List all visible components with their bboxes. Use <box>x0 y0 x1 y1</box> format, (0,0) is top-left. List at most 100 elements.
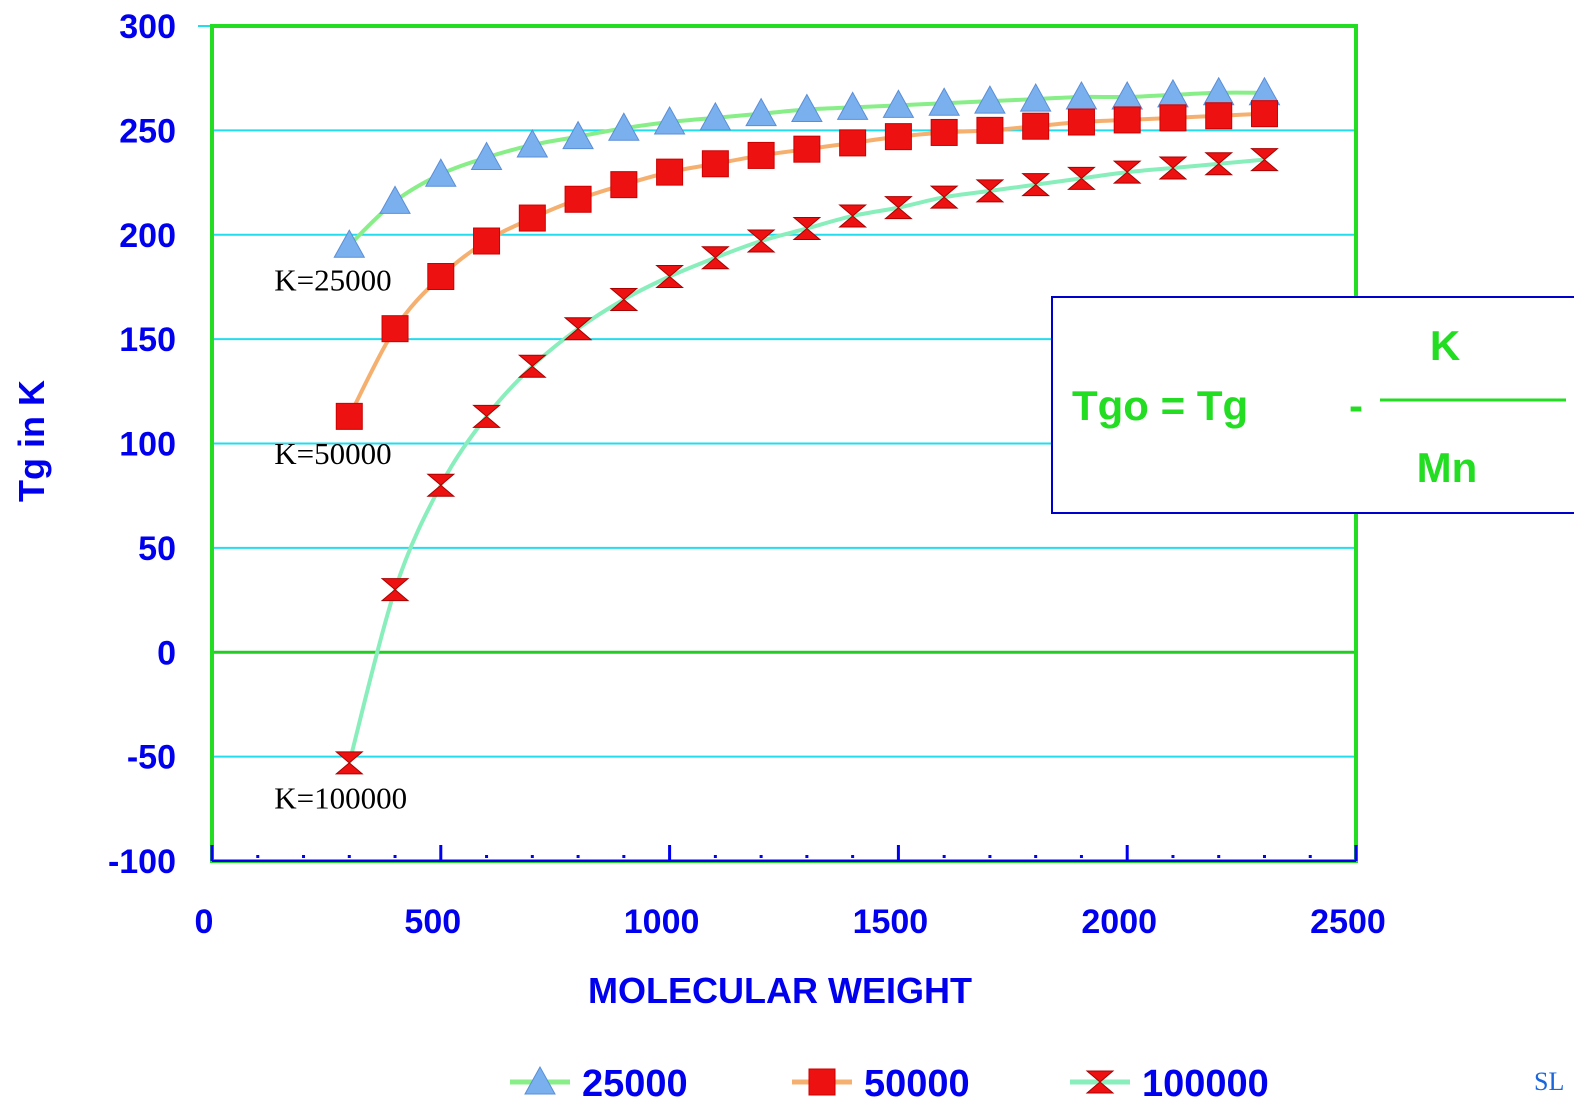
y-axis-title: Tg in K <box>11 380 52 502</box>
k-annotations: K=25000 K=50000 K=100000 <box>274 263 407 816</box>
k-annotation: K=50000 <box>274 436 391 471</box>
x-axis-title: MOLECULAR WEIGHT <box>588 970 972 1011</box>
data-point-50000 <box>1113 106 1141 134</box>
data-point-25000 <box>516 128 549 158</box>
y-tick-label: 200 <box>119 217 176 255</box>
y-tick-label: -50 <box>127 739 176 777</box>
data-point-25000 <box>607 112 640 141</box>
equation-lhs: Tgo = Tg <box>1072 382 1248 429</box>
data-point-100000 <box>792 216 822 240</box>
x-tick-label: 2500 <box>1310 903 1386 941</box>
equation-frame <box>1051 296 1574 514</box>
legend-swatch-marker <box>1085 1070 1115 1094</box>
data-point-25000 <box>470 141 503 171</box>
equation-numerator: K <box>1430 322 1460 369</box>
y-tick-label: 0 <box>157 634 176 672</box>
x-minor-ticks <box>210 845 1358 862</box>
y-tick-label: 100 <box>119 426 176 464</box>
series-50000 <box>335 100 1278 430</box>
data-point-25000 <box>974 85 1006 114</box>
data-point-50000 <box>747 141 775 169</box>
data-point-100000 <box>655 265 684 288</box>
data-point-50000 <box>427 263 455 290</box>
data-point-25000 <box>653 105 686 135</box>
data-point-25000 <box>928 87 961 116</box>
data-point-100000 <box>1021 173 1051 197</box>
data-point-50000 <box>1250 100 1278 128</box>
x-tick-label: 500 <box>404 903 461 941</box>
data-point-50000 <box>656 158 684 186</box>
series-layer <box>333 76 1281 775</box>
legend: 25000 50000 100000 <box>510 1063 1269 1105</box>
data-point-50000 <box>839 129 867 157</box>
legend-label: 50000 <box>864 1063 970 1105</box>
y-tick-label: 250 <box>119 112 176 150</box>
data-point-50000 <box>1067 108 1095 136</box>
data-point-100000 <box>1112 160 1142 184</box>
data-point-100000 <box>1067 166 1096 190</box>
data-point-50000 <box>1159 104 1187 132</box>
data-point-25000 <box>882 89 915 118</box>
data-point-100000 <box>746 229 776 253</box>
data-point-50000 <box>793 135 821 163</box>
legend-label: 100000 <box>1142 1063 1269 1105</box>
data-point-100000 <box>838 204 868 228</box>
data-point-25000 <box>379 185 411 214</box>
y-tick-label: 300 <box>119 8 176 46</box>
data-point-25000 <box>562 120 594 150</box>
data-point-50000 <box>1022 112 1050 140</box>
x-tick-label: 1500 <box>853 903 929 941</box>
data-point-50000 <box>381 315 409 343</box>
data-point-25000 <box>791 93 823 122</box>
k-annotation: K=25000 <box>274 263 391 298</box>
y-tick-labels: 300 250 200 150 100 50 0 -50 -100 <box>108 8 176 881</box>
legend-swatch-marker <box>808 1068 836 1096</box>
equation-minus: - <box>1349 382 1363 429</box>
y-tick-label: -100 <box>108 843 176 881</box>
equation-box: Tgo = Tg - K Mn <box>1051 296 1574 514</box>
y-tick-label: 50 <box>138 530 176 568</box>
x-tick-label: 0 <box>195 903 214 941</box>
k-annotation: K=100000 <box>274 780 407 815</box>
data-point-25000 <box>836 91 869 120</box>
x-tick-label: 1000 <box>624 903 700 941</box>
data-point-50000 <box>518 204 546 232</box>
x-tick-labels: 0 500 1000 1500 2000 2500 <box>195 903 1386 941</box>
data-point-100000 <box>884 196 913 220</box>
series-100000 <box>334 148 1279 775</box>
y-tick-label: 150 <box>119 321 176 359</box>
legend-swatch-marker <box>524 1065 556 1095</box>
data-point-100000 <box>700 246 730 270</box>
data-point-25000 <box>424 158 457 187</box>
data-point-50000 <box>564 185 592 213</box>
data-point-50000 <box>701 150 729 178</box>
data-point-100000 <box>975 179 1005 203</box>
data-point-100000 <box>334 751 364 775</box>
data-point-100000 <box>1158 156 1188 180</box>
data-point-100000 <box>1204 152 1234 176</box>
data-point-25000 <box>333 229 366 258</box>
data-point-50000 <box>610 171 638 199</box>
data-point-25000 <box>745 97 777 127</box>
legend-label: 25000 <box>582 1063 688 1105</box>
series-line-100000 <box>347 157 1265 764</box>
equation-denominator: Mn <box>1417 444 1478 491</box>
data-point-100000 <box>563 317 593 341</box>
data-point-50000 <box>473 227 501 255</box>
data-point-50000 <box>335 402 363 430</box>
data-point-25000 <box>1019 83 1052 112</box>
data-point-25000 <box>699 101 732 131</box>
data-point-100000 <box>517 354 547 378</box>
series-25000 <box>333 76 1281 258</box>
data-point-100000 <box>472 404 501 428</box>
data-point-100000 <box>609 287 639 311</box>
data-point-100000 <box>426 473 456 497</box>
data-point-50000 <box>976 116 1004 144</box>
data-point-50000 <box>930 118 958 146</box>
legend-item-25000: 25000 <box>510 1063 688 1105</box>
corner-text: SL <box>1534 1067 1564 1096</box>
data-point-50000 <box>1205 102 1233 130</box>
data-point-100000 <box>380 578 410 602</box>
legend-item-100000: 100000 <box>1070 1063 1269 1105</box>
